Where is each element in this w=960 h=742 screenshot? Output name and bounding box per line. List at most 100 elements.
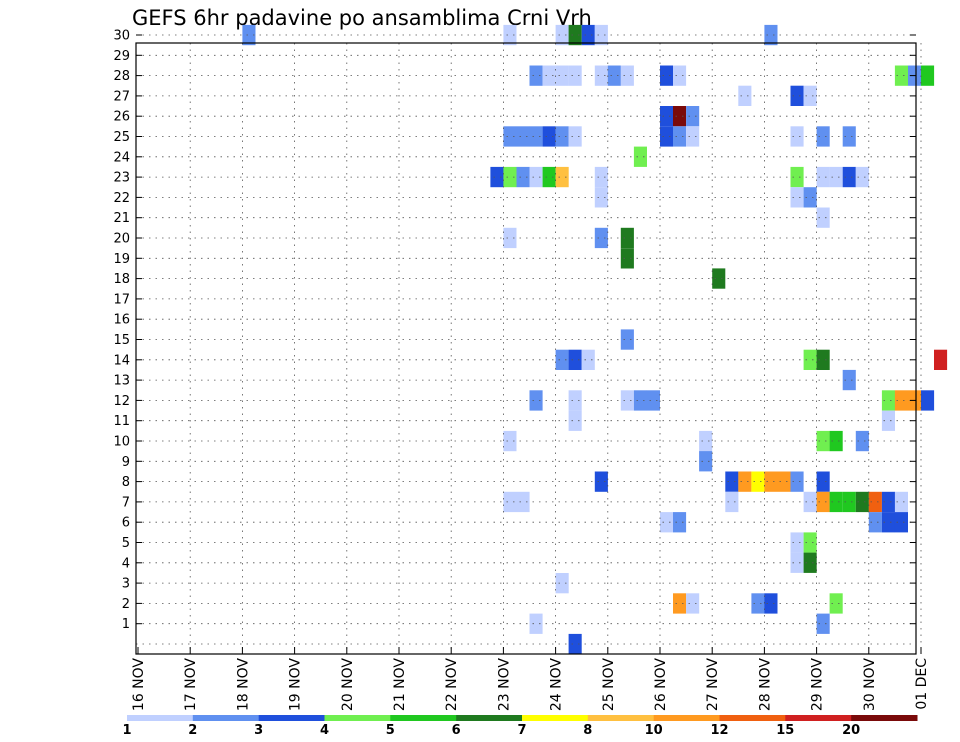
- precip-cell: [855, 430, 869, 452]
- precip-cell: [568, 65, 582, 86]
- precip-cell: [529, 65, 543, 86]
- precip-cell: [764, 593, 778, 614]
- x-tick-label: 21 NOV: [392, 658, 408, 712]
- legend-label: 8: [583, 723, 592, 738]
- precip-cell: [790, 85, 804, 106]
- precip-cell: [673, 593, 687, 614]
- precip-cell: [829, 593, 843, 614]
- y-tick-label: 17: [113, 292, 130, 307]
- precip-cell: [725, 491, 739, 513]
- y-tick-label: 25: [113, 130, 130, 145]
- precip-cell: [633, 390, 647, 411]
- precip-cell: [921, 390, 935, 411]
- precip-cell: [829, 491, 843, 513]
- precip-cell: [660, 126, 674, 147]
- precip-cell: [568, 410, 582, 431]
- precip-cell: [660, 512, 674, 533]
- precip-cell: [620, 65, 634, 86]
- x-tick-label: 16 NOV: [131, 658, 147, 712]
- y-tick-label: 21: [113, 211, 130, 226]
- y-tick-label: 5: [122, 536, 130, 551]
- precip-cell: [542, 65, 556, 86]
- precip-cell: [803, 532, 817, 553]
- legend-swatch: [324, 715, 391, 721]
- legend-swatch: [719, 715, 786, 721]
- precip-cell: [790, 166, 804, 188]
- y-tick-label: 16: [113, 313, 130, 328]
- precip-cell: [594, 24, 608, 46]
- y-tick-label: 14: [113, 353, 130, 368]
- precip-cell: [529, 166, 543, 188]
- precip-cell: [751, 471, 765, 492]
- x-tick-label: 23 NOV: [496, 658, 512, 712]
- y-tick-label: 15: [113, 333, 130, 348]
- y-tick-label: 11: [113, 414, 130, 429]
- precip-cell: [555, 24, 569, 46]
- legend-swatch: [127, 715, 194, 721]
- legend-label: 2: [188, 723, 197, 738]
- precip-cell: [816, 430, 830, 452]
- legend-swatch: [785, 715, 852, 721]
- precip-cell: [555, 166, 569, 188]
- precip-cell: [581, 349, 595, 370]
- precip-cell: [242, 24, 256, 46]
- precip-cell: [699, 451, 713, 472]
- precip-cell: [673, 65, 687, 86]
- y-tick-label: 22: [113, 191, 130, 206]
- legend-swatch: [258, 715, 325, 721]
- precip-cell: [751, 593, 765, 614]
- precip-cell: [607, 65, 621, 86]
- y-tick-label: 1: [122, 617, 130, 632]
- y-tick-label: 29: [113, 49, 130, 64]
- precip-cell: [542, 126, 556, 147]
- y-tick-label: 23: [113, 171, 130, 186]
- precip-cell: [568, 126, 582, 147]
- precip-cell: [686, 106, 700, 127]
- y-axis-ticks: 1234567891011121314151617181920212223242…: [113, 29, 916, 632]
- precip-cell: [555, 126, 569, 147]
- precip-cell: [568, 349, 582, 370]
- x-tick-label: 18 NOV: [235, 658, 251, 712]
- precip-cell: [816, 491, 830, 513]
- y-tick-label: 3: [122, 577, 130, 592]
- legend-swatch: [653, 715, 720, 721]
- precip-cell: [790, 126, 804, 147]
- legend-label: 4: [320, 723, 329, 738]
- precip-cell: [894, 65, 908, 86]
- legend-label: 1: [122, 723, 131, 738]
- precip-cell: [842, 126, 856, 147]
- precip-cell: [686, 126, 700, 147]
- precip-cell: [503, 24, 517, 46]
- legend-label: 5: [386, 723, 395, 738]
- x-tick-label: 26 NOV: [653, 658, 669, 712]
- precip-cell: [829, 430, 843, 452]
- y-tick-label: 7: [122, 495, 130, 510]
- y-tick-label: 13: [113, 374, 130, 389]
- precip-cell: [725, 471, 739, 492]
- precip-cell: [542, 166, 556, 188]
- y-tick-label: 18: [113, 272, 130, 287]
- y-tick-label: 20: [113, 232, 130, 247]
- y-tick-label: 19: [113, 252, 130, 267]
- precip-cell: [738, 85, 752, 106]
- precip-cell: [712, 268, 726, 289]
- precip-cell: [529, 126, 543, 147]
- precip-cell: [673, 512, 687, 533]
- y-tick-label: 24: [113, 150, 130, 165]
- legend-swatch: [851, 715, 918, 721]
- y-tick-label: 4: [122, 556, 130, 571]
- x-tick-label: 19 NOV: [288, 658, 304, 712]
- precip-cell: [555, 349, 569, 370]
- x-tick-label: 27 NOV: [705, 658, 721, 712]
- precip-cell: [660, 106, 674, 127]
- precip-cell: [673, 126, 687, 147]
- precip-cell: [921, 65, 935, 86]
- precip-cell: [803, 491, 817, 513]
- x-tick-label: 20 NOV: [340, 658, 356, 712]
- x-tick-label: 25 NOV: [601, 658, 617, 712]
- precip-cell: [816, 613, 830, 634]
- chart-title: GEFS 6hr padavine po ansamblima Crni Vrh: [132, 6, 592, 30]
- precip-cell: [894, 512, 908, 533]
- precip-cell: [868, 491, 882, 513]
